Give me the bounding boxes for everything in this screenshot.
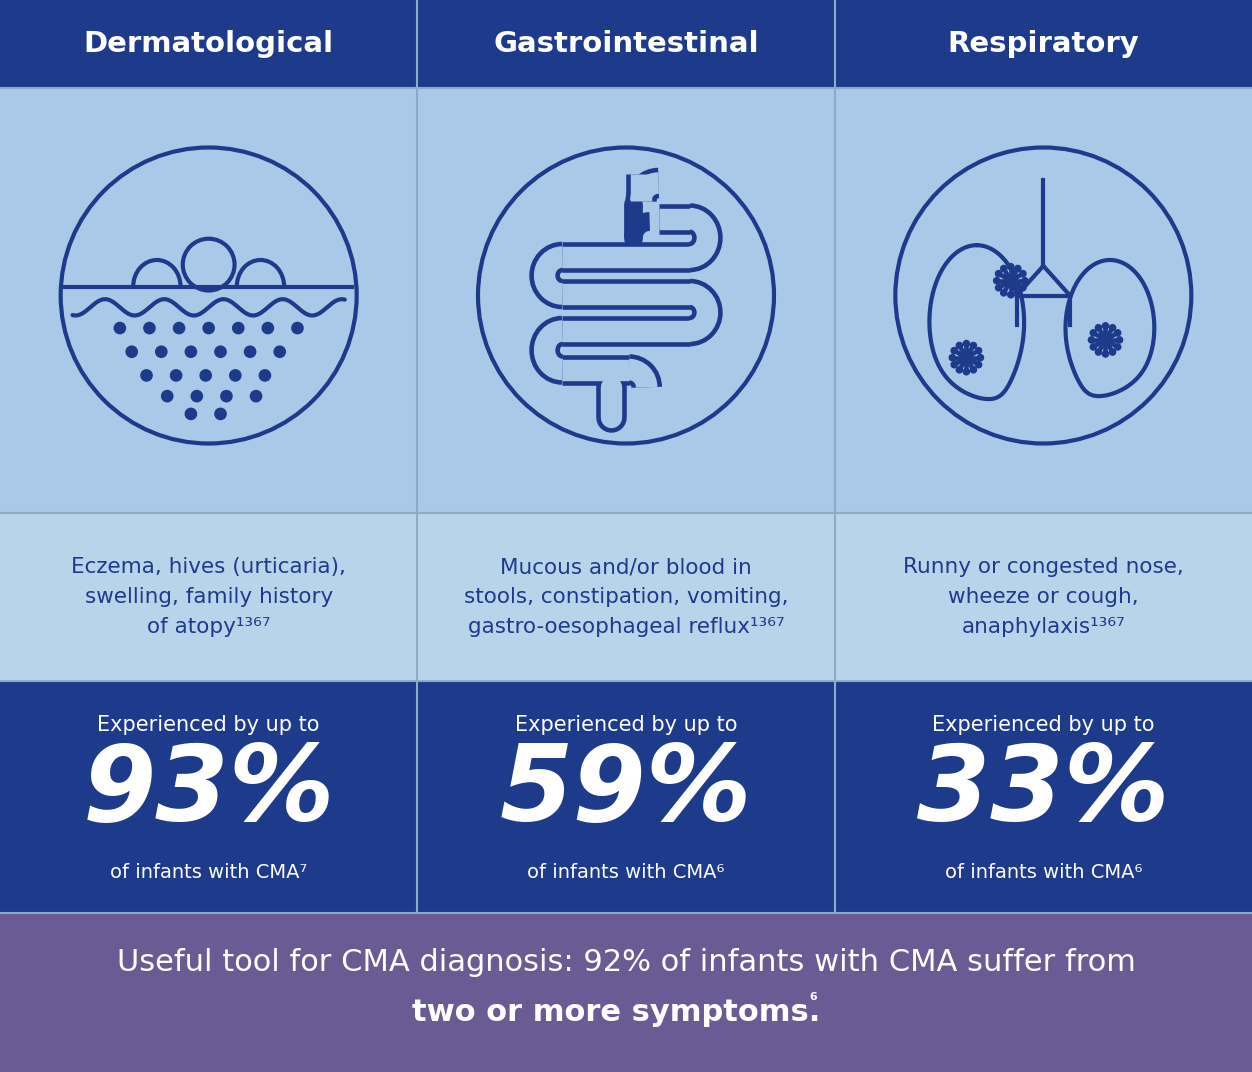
Text: two or more symptoms.: two or more symptoms. [412,998,820,1027]
Circle shape [229,370,240,381]
Circle shape [970,367,977,373]
Circle shape [126,346,138,357]
Circle shape [995,270,1002,277]
Text: Experienced by up to: Experienced by up to [515,715,737,735]
Text: Runny or congested nose,
wheeze or cough,
anaphylaxis¹³⁶⁷: Runny or congested nose, wheeze or cough… [903,557,1183,637]
Circle shape [1022,278,1028,284]
Circle shape [975,361,982,368]
Text: Experienced by up to: Experienced by up to [931,715,1154,735]
Circle shape [957,367,963,373]
Text: 59%: 59% [500,741,752,843]
Circle shape [274,346,285,357]
Text: ⁶: ⁶ [809,993,816,1011]
Circle shape [1103,351,1108,357]
Circle shape [1109,349,1116,355]
Circle shape [957,342,963,348]
Circle shape [963,369,969,375]
Circle shape [233,323,244,333]
Circle shape [1000,266,1007,271]
Circle shape [162,390,173,402]
Circle shape [114,323,125,333]
Text: of infants with CMA⁶: of infants with CMA⁶ [527,863,725,881]
Circle shape [1014,289,1020,296]
Circle shape [995,285,1002,291]
Text: 33%: 33% [916,741,1169,843]
Circle shape [1103,323,1108,329]
Circle shape [1008,292,1014,298]
Circle shape [1008,264,1014,270]
Text: of infants with CMA⁶: of infants with CMA⁶ [945,863,1142,881]
Circle shape [978,355,984,361]
Circle shape [1020,285,1027,291]
Circle shape [1096,325,1102,331]
Circle shape [200,370,212,381]
Circle shape [262,323,273,333]
Circle shape [975,347,982,354]
Circle shape [994,278,1000,284]
Circle shape [185,346,197,357]
Text: of infants with CMA⁷: of infants with CMA⁷ [110,863,307,881]
Circle shape [1114,344,1121,351]
Text: Eczema, hives (urticaria),
swelling, family history
of atopy¹³⁶⁷: Eczema, hives (urticaria), swelling, fam… [71,557,346,637]
Circle shape [952,361,958,368]
Text: 93%: 93% [83,741,336,843]
Circle shape [215,408,227,419]
Circle shape [1014,266,1020,271]
Circle shape [1008,279,1013,283]
Circle shape [1096,349,1102,355]
Text: Experienced by up to: Experienced by up to [98,715,321,735]
Text: Dermatological: Dermatological [84,30,334,58]
Circle shape [292,323,303,333]
Circle shape [144,323,155,333]
Circle shape [192,390,203,402]
Circle shape [1117,337,1123,343]
Circle shape [1109,325,1116,331]
Bar [0,913,1252,1072]
Bar [0,88,1252,513]
Circle shape [141,370,153,381]
Text: Mucous and/or blood in
stools, constipation, vomiting,
gastro-oesophageal reflux: Mucous and/or blood in stools, constipat… [463,557,789,637]
Text: Useful tool for CMA diagnosis: 92% of infants with CMA suffer from: Useful tool for CMA diagnosis: 92% of in… [116,948,1136,977]
Circle shape [949,355,955,361]
Bar [0,513,1252,681]
Circle shape [970,342,977,348]
Bar [0,0,1252,88]
Circle shape [952,347,958,354]
Text: Respiratory: Respiratory [948,30,1139,58]
Circle shape [1020,270,1027,277]
Circle shape [1090,344,1097,351]
Bar [0,681,1252,913]
Circle shape [185,408,197,419]
Circle shape [155,346,167,357]
Circle shape [1000,289,1007,296]
Circle shape [963,341,969,346]
Circle shape [203,323,214,333]
Circle shape [964,355,969,360]
Circle shape [1088,337,1094,343]
Circle shape [1114,330,1121,336]
Circle shape [250,390,262,402]
Circle shape [174,323,185,333]
Circle shape [259,370,270,381]
Circle shape [220,390,232,402]
Circle shape [215,346,227,357]
Circle shape [244,346,255,357]
Text: Gastrointestinal: Gastrointestinal [493,30,759,58]
Circle shape [1090,330,1097,336]
Circle shape [1103,338,1108,342]
Circle shape [170,370,182,381]
